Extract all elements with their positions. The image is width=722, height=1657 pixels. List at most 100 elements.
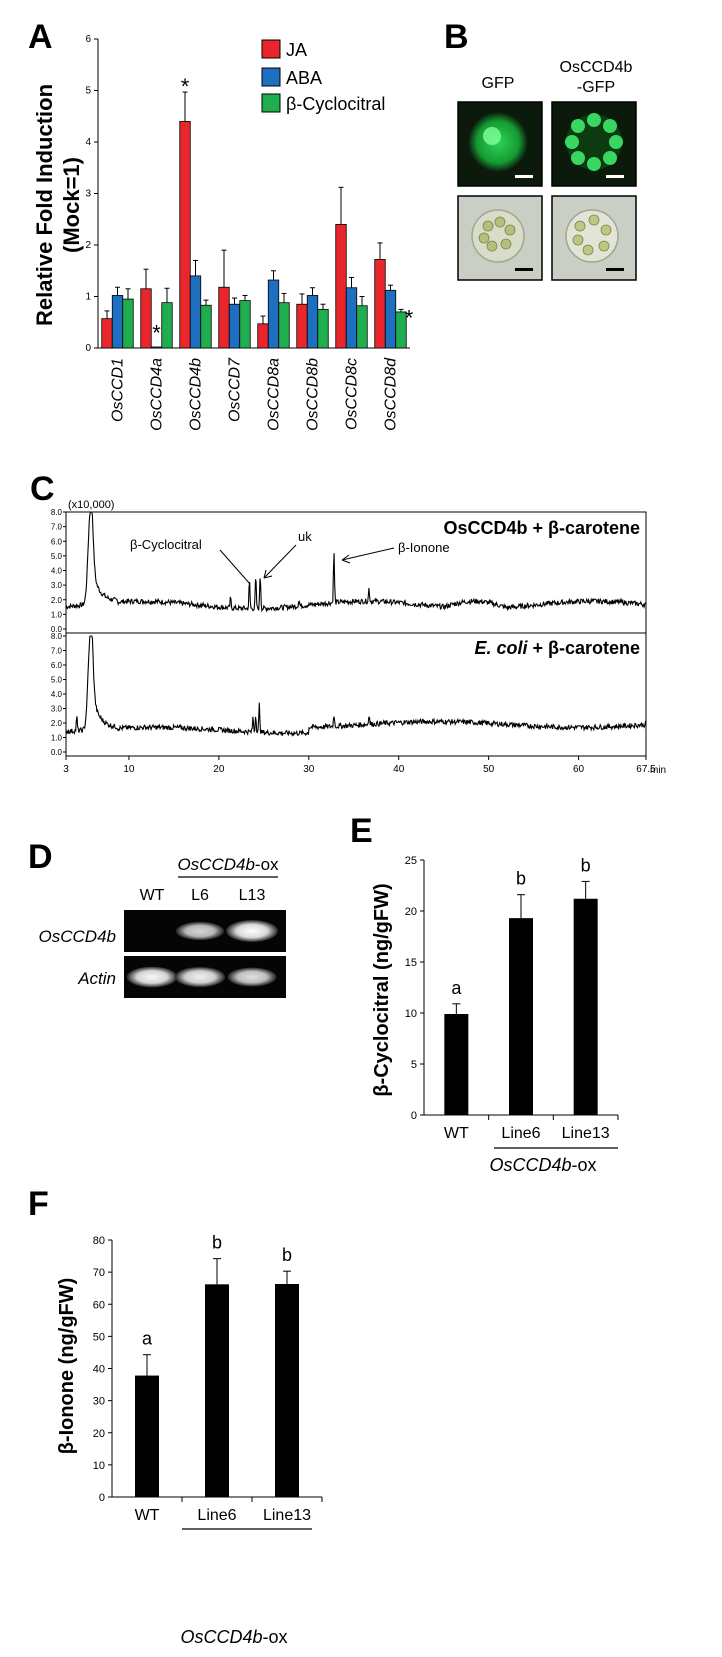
scale-bar bbox=[515, 268, 533, 271]
panel-label-e: E bbox=[350, 812, 373, 850]
chart-c-xtick-label: 60 bbox=[573, 764, 585, 775]
bar-β-Cyclocitral-OsCCD4b bbox=[200, 304, 212, 349]
chart-a-ytick-label: 6 bbox=[85, 34, 91, 45]
bar-β-Cyclocitral-OsCCD1 bbox=[122, 298, 134, 349]
chloroplasts bbox=[478, 216, 516, 252]
gel-group-label: OsCCD4b-ox bbox=[177, 855, 279, 874]
ytick-label: 10 bbox=[93, 1460, 105, 1472]
chart-f-bars: a WT b Line6 b Line13 bbox=[135, 1233, 312, 1524]
chart-c-x-axis: 3 10 20 30 40 50 60 67.5 bbox=[63, 756, 656, 775]
chart-c-ytick-label-bottom: 0.0 bbox=[51, 748, 63, 757]
chart-e-group-label: OsCCD4b-ox bbox=[489, 1155, 596, 1175]
panel-label-d: D bbox=[28, 838, 53, 876]
chart-c-ytick-label-top: 3.0 bbox=[51, 581, 63, 590]
gel-band bbox=[226, 920, 278, 942]
bar-JA-OsCCD8b bbox=[296, 303, 308, 349]
bar-β-Cyclocitral-OsCCD8a bbox=[278, 302, 290, 349]
ytick-label: 60 bbox=[93, 1299, 105, 1311]
significance-star: * bbox=[405, 305, 414, 330]
chromatogram-bottom bbox=[65, 635, 647, 737]
chart-e-group-suffix: -ox bbox=[572, 1155, 597, 1175]
significance-letter: a bbox=[142, 1329, 153, 1349]
bar-Line13 bbox=[573, 898, 598, 1115]
ytick-label: 0 bbox=[411, 1110, 417, 1122]
ytick-label: 80 bbox=[93, 1235, 105, 1247]
panel-label-a: A bbox=[28, 18, 53, 56]
chart-a: Relative Fold Induction (Mock=1) 0 1 2 3 4 5 6… bbox=[32, 34, 414, 431]
chart-a-ytick-label: 1 bbox=[85, 292, 91, 303]
ytick-label: 50 bbox=[93, 1331, 105, 1343]
bar-β-Cyclocitral-OsCCD7 bbox=[239, 300, 251, 349]
chart-f-group-gene: OsCCD4b bbox=[180, 1627, 262, 1647]
gfp-nucleus bbox=[483, 127, 501, 145]
chart-c-ytick-label-bottom: 7.0 bbox=[51, 647, 63, 656]
chart-c-ytick-label-bottom: 6.0 bbox=[51, 661, 63, 670]
significance-letter: b bbox=[282, 1245, 292, 1265]
chart-c-ytick-label-bottom: 4.0 bbox=[51, 690, 63, 699]
bar-WT bbox=[444, 1014, 469, 1115]
bar-ABA-OsCCD4a bbox=[150, 346, 163, 349]
gel-lane-wt: WT bbox=[140, 887, 165, 904]
bar-WT bbox=[135, 1375, 159, 1497]
chart-a-xtick-label: OsCCD8b bbox=[305, 358, 322, 431]
panel-label-b: B bbox=[444, 18, 469, 56]
arrowhead bbox=[263, 569, 273, 579]
xtick-label: WT bbox=[135, 1507, 160, 1524]
gel-row-label-actin: Actin bbox=[77, 969, 116, 988]
legend-label-ja: JA bbox=[286, 40, 307, 60]
chart-c-ytick-label-top: 1.0 bbox=[51, 610, 63, 619]
gel-band bbox=[126, 966, 178, 988]
chart-a-x-labels: OsCCD1 OsCCD4a OsCCD4b OsCCD7 OsCCD8a OsCCD8b… bbox=[110, 357, 400, 431]
chloroplast-ring bbox=[565, 113, 623, 171]
panel-b-col2-label-line1: OsCCD4b bbox=[560, 59, 633, 76]
chart-a-bars: * * * bbox=[101, 74, 414, 349]
chart-c-ytick-label-top: 4.0 bbox=[51, 567, 63, 576]
panel-d-gel: OsCCD4b-ox WT L6 L13 OsCCD4b Actin bbox=[39, 855, 286, 998]
chart-c-ytick-label-bottom: 1.0 bbox=[51, 734, 63, 743]
chart-c-scale-label: (x10,000) bbox=[68, 499, 114, 511]
annotation-arrow-cyclocitral bbox=[219, 549, 251, 585]
chart-c: (x10,000) 0.01.02.03.04.05.06.07.08.00.0… bbox=[51, 499, 666, 776]
panel-label-f: F bbox=[28, 1185, 49, 1223]
chart-c-frame bbox=[65, 511, 647, 757]
bar-ABA-OsCCD8a bbox=[267, 279, 280, 349]
ytick-label: 30 bbox=[93, 1396, 105, 1408]
chart-c-top-title: OsCCD4b + β-carotene bbox=[443, 518, 640, 538]
chart-a-ytick-label: 3 bbox=[85, 189, 91, 200]
bar-β-Cyclocitral-OsCCD4a bbox=[161, 302, 173, 349]
gel-lane-l6: L6 bbox=[191, 887, 209, 904]
chart-c-xtick-label: 30 bbox=[303, 764, 315, 775]
chart-a-ytick-label: 4 bbox=[85, 137, 91, 148]
xtick-label: Line13 bbox=[562, 1125, 610, 1142]
chart-c-xtick-label: 20 bbox=[213, 764, 225, 775]
significance-star: * bbox=[152, 321, 161, 346]
chart-a-ytick-label: 5 bbox=[85, 86, 91, 97]
chart-a-xtick-label: OsCCD4b bbox=[188, 358, 205, 431]
annotation-arrow-ionone bbox=[341, 547, 395, 561]
chart-e-ylabel: β-Cyclocitral (ng/gFW) bbox=[371, 883, 393, 1096]
chart-a-xtick-label: OsCCD1 bbox=[110, 358, 127, 422]
ytick-label: 70 bbox=[93, 1267, 105, 1279]
gel-lane-l13: L13 bbox=[239, 887, 266, 904]
ytick-label: 5 bbox=[411, 1059, 417, 1071]
chart-a-ylabel-line2: (Mock=1) bbox=[59, 157, 84, 253]
bar-ABA-OsCCD8c bbox=[345, 287, 358, 349]
chart-c-ytick-label-top: 2.0 bbox=[51, 596, 63, 605]
chart-f-ylabel: β-Ionone (ng/gFW) bbox=[56, 1278, 78, 1455]
legend-label-cyclocitral: β-Cyclocitral bbox=[286, 94, 385, 114]
scale-bar bbox=[606, 268, 624, 271]
chart-a-ytick-label: 0 bbox=[85, 343, 91, 354]
bar-JA-OsCCD7 bbox=[218, 286, 230, 349]
ytick-label: 10 bbox=[405, 1008, 417, 1020]
scale-bar bbox=[515, 175, 533, 178]
bar-Line6 bbox=[509, 918, 533, 1115]
bar-ABA-OsCCD7 bbox=[228, 303, 241, 349]
chart-e: β-Cyclocitral (ng/gFW) 0 5 10 15 20 25 a WT b Li… bbox=[371, 855, 619, 1175]
significance-letter: b bbox=[516, 869, 526, 889]
chart-a-xtick-label: OsCCD8c bbox=[344, 358, 361, 430]
bar-JA-OsCCD8a bbox=[257, 323, 269, 349]
ytick-label: 20 bbox=[405, 906, 417, 918]
bar-JA-OsCCD1 bbox=[101, 318, 113, 349]
ytick-label: 40 bbox=[93, 1364, 105, 1376]
